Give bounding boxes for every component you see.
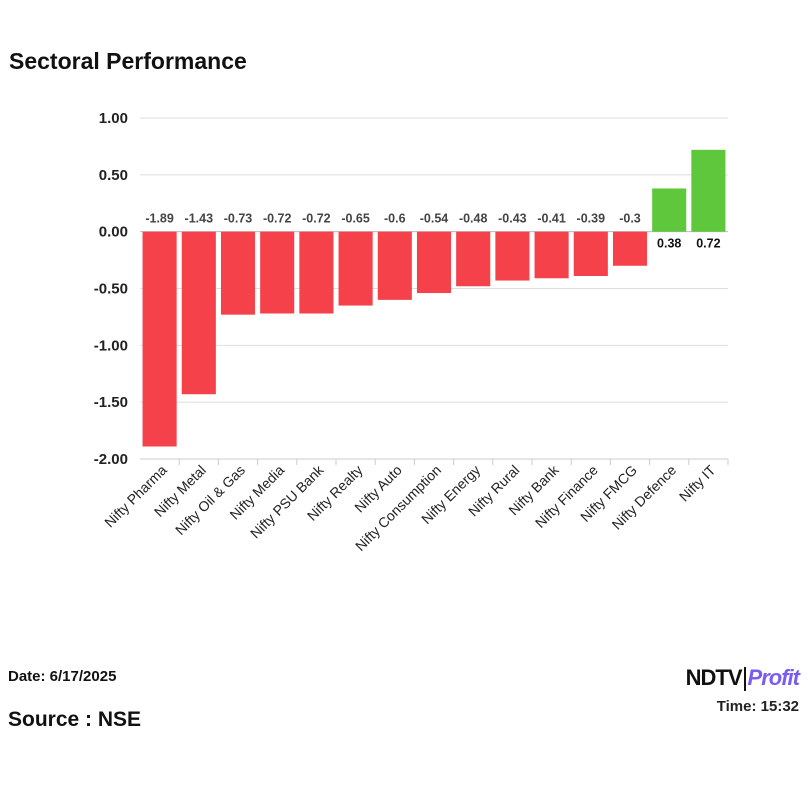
bar bbox=[220, 231, 256, 315]
bar bbox=[495, 231, 530, 281]
x-tick-label: Nifty Pharma bbox=[101, 462, 170, 531]
bar bbox=[456, 231, 491, 287]
data-label: -0.73 bbox=[224, 212, 253, 226]
date-label: Date: 6/17/2025 bbox=[8, 668, 117, 685]
y-tick-label: -2.00 bbox=[94, 451, 128, 468]
data-label: -1.89 bbox=[145, 212, 174, 226]
data-label: -1.43 bbox=[185, 212, 214, 226]
time-label: Time: 15:32 bbox=[716, 698, 799, 715]
logo-ndtv: NDTV bbox=[685, 665, 743, 690]
data-label: -0.6 bbox=[384, 212, 406, 226]
bar bbox=[142, 231, 177, 447]
bar bbox=[338, 231, 373, 306]
x-tick-label: Nifty IT bbox=[676, 461, 719, 504]
data-label: 0.72 bbox=[696, 237, 720, 251]
y-tick-label: -1.50 bbox=[94, 394, 128, 411]
data-label: -0.3 bbox=[619, 212, 641, 226]
data-label: -0.48 bbox=[459, 212, 488, 226]
bar bbox=[534, 231, 569, 279]
data-label: -0.72 bbox=[302, 212, 331, 226]
data-label: 0.38 bbox=[657, 237, 681, 251]
chart-title: Sectoral Performance bbox=[9, 48, 247, 74]
data-label: -0.39 bbox=[577, 212, 606, 226]
bar bbox=[416, 231, 452, 294]
bar bbox=[573, 231, 608, 276]
data-label: -0.54 bbox=[420, 212, 449, 226]
bar bbox=[652, 188, 687, 232]
bar-chart: 1.00 0.50 0.00 -0.50 -1.00 -1.50 -2.00 -1.89 Nif… bbox=[94, 110, 729, 554]
y-tick-label: 0.50 bbox=[99, 167, 128, 184]
bar bbox=[377, 231, 412, 300]
bar bbox=[299, 231, 334, 314]
y-tick-label: 0.00 bbox=[99, 224, 128, 241]
ndtv-profit-logo: NDTV Profit bbox=[685, 665, 800, 692]
y-tick-label: -1.00 bbox=[94, 337, 128, 354]
data-label: -0.41 bbox=[537, 212, 566, 226]
source-label: Source : NSE bbox=[8, 708, 142, 731]
logo-profit: Profit bbox=[747, 665, 800, 690]
data-label: -0.43 bbox=[498, 212, 527, 226]
bar bbox=[181, 231, 216, 395]
data-label: -0.72 bbox=[263, 212, 292, 226]
y-tick-label: -0.50 bbox=[94, 281, 128, 298]
bar bbox=[612, 231, 648, 266]
bar bbox=[260, 231, 295, 314]
y-tick-label: 1.00 bbox=[99, 110, 128, 127]
data-label: -0.65 bbox=[341, 212, 370, 226]
bar bbox=[691, 149, 726, 232]
